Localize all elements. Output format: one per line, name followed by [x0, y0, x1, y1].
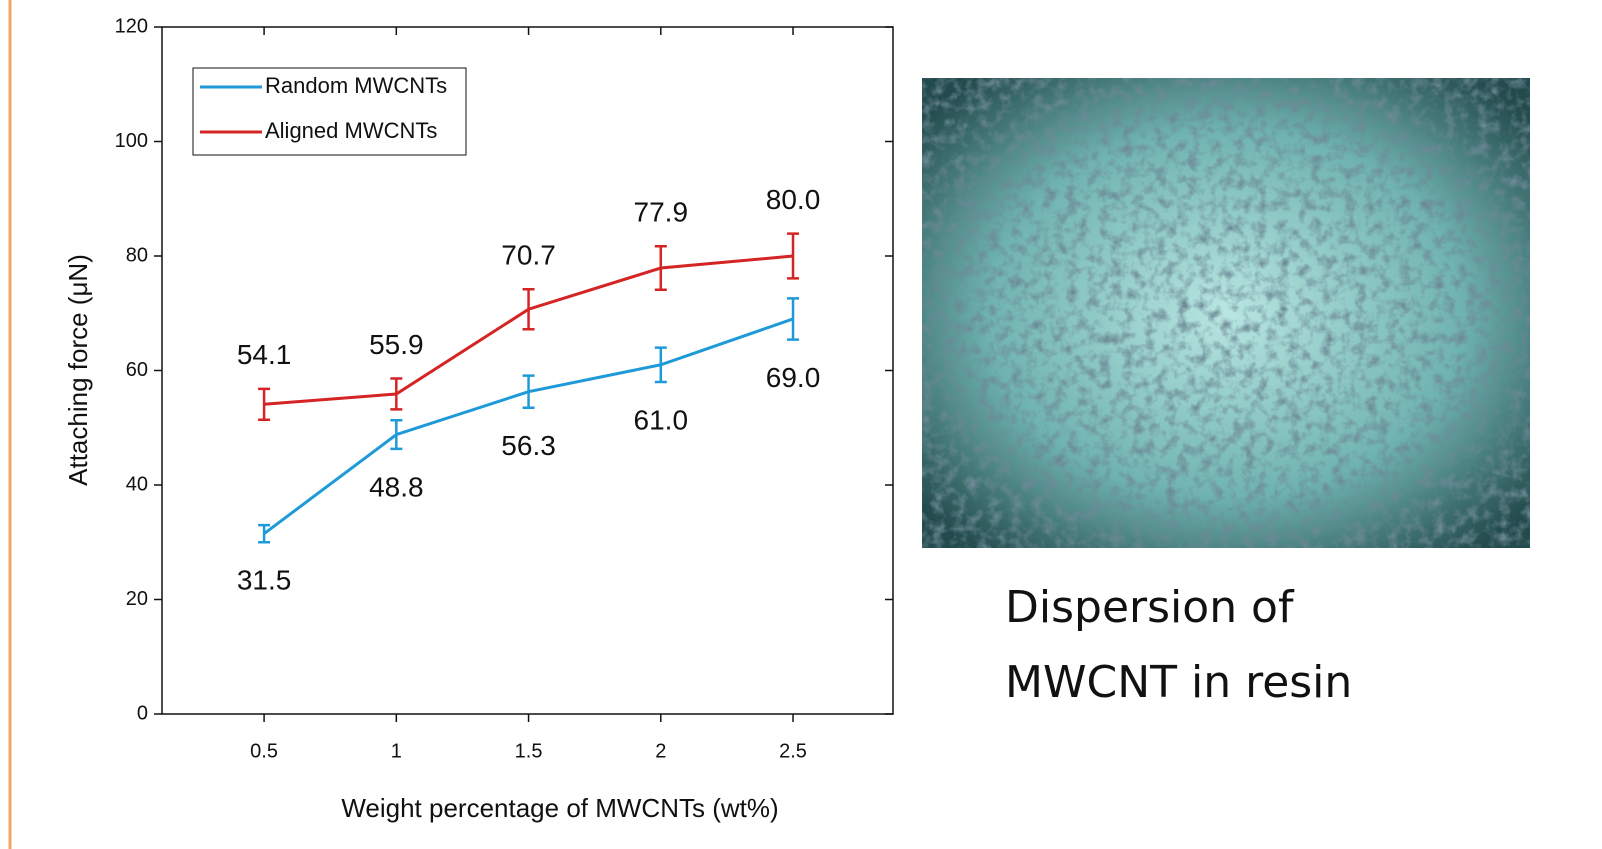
data-label: 48.8: [369, 471, 424, 502]
y-tick-label: 40: [126, 473, 148, 495]
data-label: 69.0: [766, 362, 821, 393]
image-caption: MWCNT in resin: [1005, 657, 1352, 708]
slide: Dispersion of MWCNT in resin Attaching f…: [0, 0, 1602, 849]
x-tick-label: 1.5: [515, 740, 543, 762]
y-tick-label: 20: [126, 588, 148, 610]
legend-label: Aligned MWCNTs: [265, 118, 437, 143]
data-label: 54.1: [237, 339, 292, 370]
micrograph: [922, 78, 1530, 548]
y-tick-label: 60: [126, 359, 148, 381]
data-label: 55.9: [369, 329, 424, 360]
legend-label: Random MWCNTs: [265, 73, 447, 98]
image-caption: Dispersion of: [1005, 582, 1295, 633]
data-label: 31.5: [237, 565, 292, 596]
data-label: 70.7: [501, 240, 556, 271]
x-tick-label: 1: [391, 740, 402, 762]
x-tick-label: 2: [655, 740, 666, 762]
series-line: [264, 319, 793, 534]
y-tick-label: 80: [126, 244, 148, 266]
data-label: 77.9: [634, 197, 689, 228]
y-axis-title: Attaching force (μN): [63, 254, 93, 486]
x-axis-title: Weight percentage of MWCNTs (wt%): [341, 793, 778, 823]
y-tick-label: 0: [137, 702, 148, 724]
data-label: 80.0: [766, 184, 821, 215]
x-tick-label: 2.5: [779, 740, 807, 762]
error-bar: [258, 525, 270, 542]
x-tick-label: 0.5: [250, 740, 278, 762]
y-tick-label: 100: [115, 130, 148, 152]
data-label: 56.3: [501, 430, 556, 461]
y-tick-label: 120: [115, 15, 148, 37]
data-label: 61.0: [634, 404, 689, 435]
